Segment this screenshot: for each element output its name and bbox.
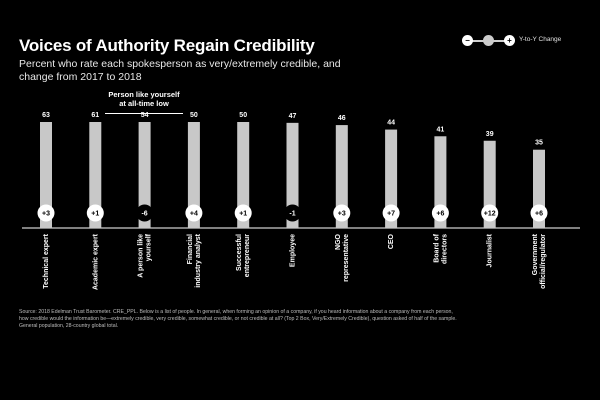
chart-subtitle: Percent who rate each spokesperson as ve… <box>19 58 341 83</box>
category-label-line: Academic expert <box>92 233 99 290</box>
change-badge <box>284 204 301 222</box>
bar <box>237 122 250 228</box>
category-label: NGOrepresentative <box>335 233 350 281</box>
change-badge-label: +1 <box>91 211 99 218</box>
category-label-line: Journalist <box>487 233 494 267</box>
change-badge <box>234 204 252 222</box>
category-label: Employee <box>290 234 297 267</box>
category-label: Governmentofficial/regulator <box>532 233 547 289</box>
legend-neutral-icon <box>483 35 494 46</box>
callout-label: Person like yourself at all-time low <box>108 90 180 108</box>
change-badge-label: -6 <box>141 211 147 218</box>
bar-value-label: 61 <box>91 112 99 119</box>
change-badge <box>37 204 55 222</box>
bar-value-label: 50 <box>190 112 198 119</box>
bar-value-label: 35 <box>535 140 543 147</box>
category-label: Academic expert <box>92 233 99 290</box>
bar <box>89 122 102 228</box>
change-badge <box>333 204 351 222</box>
legend-plus-icon: + <box>504 35 515 46</box>
category-label-line: CEO <box>388 233 395 249</box>
category-label-line: industry analyst <box>195 233 202 287</box>
change-badge-label: +3 <box>42 211 50 218</box>
legend: − + Y-to-Y Change <box>462 35 592 47</box>
category-label-line: NGO <box>335 233 342 250</box>
bar <box>138 122 151 228</box>
source-note: Source: 2018 Edelman Trust Barometer. CR… <box>19 309 457 329</box>
callout-line <box>105 113 183 114</box>
change-badge <box>431 204 449 222</box>
category-label: Technical expert <box>43 233 50 288</box>
bar <box>286 122 299 228</box>
category-label-line: Financial <box>187 234 194 264</box>
change-badge-label: +6 <box>436 211 444 218</box>
category-label-line: official/regulator <box>540 234 547 289</box>
bar-value-label: 54 <box>141 112 149 119</box>
category-label-line: Board of <box>433 233 440 262</box>
bar <box>335 125 348 228</box>
bar <box>40 122 52 228</box>
change-badge <box>530 204 548 222</box>
chart-title: Voices of Authority Regain Credibility <box>19 36 315 55</box>
change-badge-label: +6 <box>535 211 543 218</box>
change-badge-label: -1 <box>289 211 295 218</box>
bar-value-label: 39 <box>486 131 494 138</box>
category-label-line: yourself <box>146 233 153 261</box>
change-badge <box>136 204 154 222</box>
category-label: Board ofdirectors <box>433 233 448 264</box>
legend-label: Y-to-Y Change <box>519 36 562 43</box>
bar <box>385 129 398 228</box>
change-badge-label: +12 <box>484 211 496 218</box>
category-label: Financialindustry analyst <box>187 233 202 287</box>
bar-value-label: 63 <box>42 112 50 119</box>
change-badge-label: +1 <box>239 211 247 218</box>
bar-value-label: 50 <box>239 112 247 119</box>
bar-value-label: 46 <box>338 115 346 122</box>
bar <box>187 122 200 228</box>
category-label: Successfulentrepreneur <box>236 234 251 277</box>
category-label-line: Government <box>532 233 539 275</box>
category-label: Journalist <box>487 233 494 267</box>
change-badge-label: +7 <box>387 211 395 218</box>
change-badge-label: +4 <box>190 211 198 218</box>
change-badge <box>481 204 499 222</box>
bar-value-label: 47 <box>289 113 297 120</box>
category-label: CEO <box>388 233 395 249</box>
change-badge <box>86 204 104 222</box>
category-label-line: entrepreneur <box>244 234 251 277</box>
change-badge <box>382 204 400 222</box>
bar-value-label: 41 <box>437 126 445 133</box>
category-label-line: Employee <box>290 234 297 267</box>
category-label: A person likeyourself <box>138 233 153 277</box>
change-badge <box>185 204 203 222</box>
legend-minus-icon: − <box>462 35 473 46</box>
category-label-line: Successful <box>236 234 243 271</box>
bar-value-label: 44 <box>387 120 395 127</box>
change-badge-label: +3 <box>338 211 346 218</box>
category-label-line: A person like <box>138 234 145 278</box>
category-label-line: Technical expert <box>43 233 50 288</box>
category-label-line: directors <box>441 234 448 264</box>
category-label-line: representative <box>343 234 350 282</box>
